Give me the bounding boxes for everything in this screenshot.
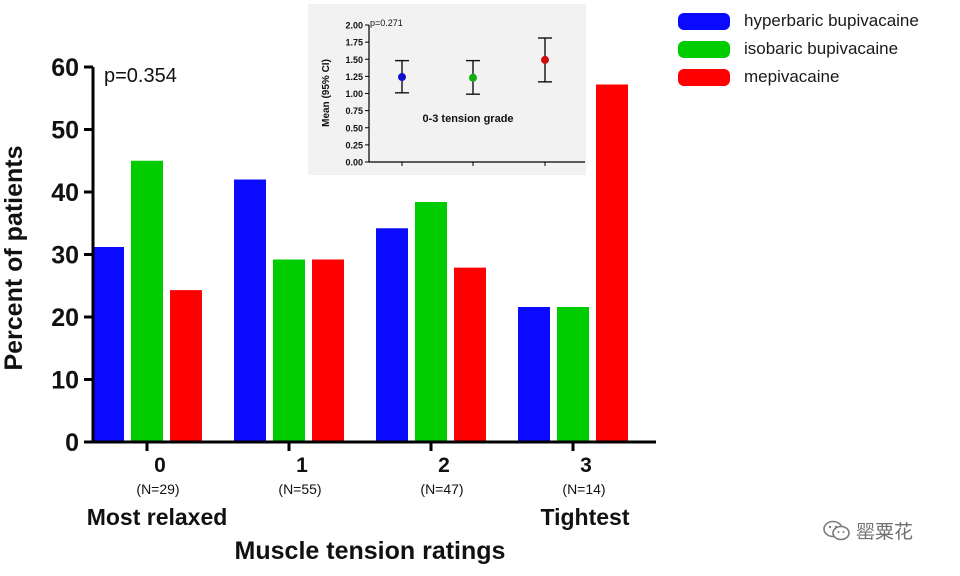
main-axes: 0 10 20 30 40 50 60 0 (N=29) 1 (N=55) 2 (N=47) 3 (N=14… [51,54,656,497]
inset-y-tick-label: 1.50 [345,55,363,65]
inset-y-tick-label: 2.00 [345,21,363,31]
category-n-label: (N=55) [278,481,321,497]
inset-y-tick-label: 1.25 [345,72,363,82]
wechat-icon [823,520,850,540]
legend-item-mepivacaine: mepivacaine [678,63,958,91]
category-n-label: (N=47) [420,481,463,497]
y-tick-label: 40 [51,179,79,207]
inset-pvalue: p=0.271 [370,18,403,28]
inset-y-tick-label: 1.00 [345,89,363,99]
inset-points [395,37,552,95]
bar [92,247,124,442]
mean-point [541,55,549,64]
bar [273,259,305,442]
bar [518,307,550,442]
watermark-text: 罂粟花 [856,521,914,543]
legend-label: isobaric bupivacaine [744,39,899,58]
y-tick-label: 30 [51,242,79,270]
inset-axes: 0.00 0.25 0.50 0.75 1.00 1.25 1.50 1.75 2.00 [345,21,585,168]
main-ylabel: Percent of patients [0,145,28,370]
category-n-label: (N=14) [562,481,605,497]
legend-swatch-green [678,40,730,58]
inset-y-tick-label: 0.00 [345,158,363,168]
mean-point [469,73,477,82]
bar [596,84,628,442]
legend-swatch-red [678,68,730,86]
y-tick-label: 60 [51,54,79,82]
legend-item-hyperbaric: hyperbaric bupivacaine [678,7,958,35]
bar [170,290,202,442]
inset-ylabel: Mean (95% CI) [321,59,332,127]
mean-point [398,73,406,82]
main-xlabel: Muscle tension ratings [235,537,506,565]
y-tick-label: 0 [65,429,79,457]
y-tick-label: 50 [51,117,79,145]
legend-swatch-blue [678,12,730,30]
y-tick-label: 10 [51,367,79,395]
legend-label: mepivacaine [744,67,840,86]
inset-y-tick-label: 0.25 [345,140,363,150]
legend: hyperbaric bupivacaine isobaric bupivaca… [678,7,958,91]
legend-label: hyperbaric bupivacaine [744,11,919,30]
inset-y-tick-label: 1.75 [345,38,363,48]
main-bars [92,84,628,442]
inset-y-tick-label: 0.50 [345,123,363,133]
x-tick-label: 0 [154,454,166,477]
bar [376,228,408,442]
bar [454,267,486,442]
x-tick-label: 1 [296,454,308,477]
inset-y-tick-label: 0.75 [345,106,363,116]
category-n-label: (N=29) [136,481,179,497]
bar [415,202,447,442]
x-tick-label: 3 [580,454,592,477]
inset-annotation: 0-3 tension grade [422,113,513,125]
bar [312,259,344,442]
bar [234,179,266,442]
y-tick-label: 20 [51,304,79,332]
legend-item-isobaric: isobaric bupivacaine [678,35,958,63]
watermark: 罂粟花 [822,517,913,544]
end-label-right: Tightest [540,504,629,530]
x-tick-label: 2 [438,454,450,477]
bar [557,307,589,442]
bar [131,160,163,442]
main-pvalue: p=0.354 [104,65,177,87]
inset-background [308,4,586,175]
end-label-left: Most relaxed [87,504,228,530]
